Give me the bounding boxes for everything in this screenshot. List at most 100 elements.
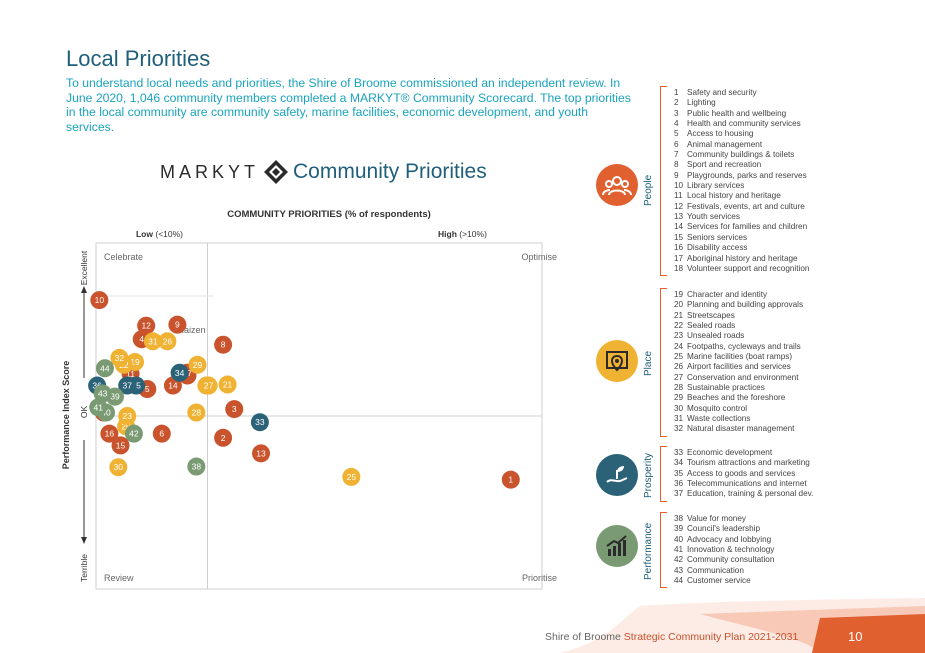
- legend-item: 4 Health and community services: [674, 119, 809, 129]
- legend-item-number: 1: [674, 88, 679, 97]
- legend-item: 13 Youth services: [674, 212, 809, 222]
- bubble-27: 27: [199, 376, 218, 395]
- legend-item: 1 Safety and security: [674, 88, 809, 98]
- legend-item-label: Natural disaster management: [687, 424, 795, 434]
- legend-item-label: Education, training & personal dev.: [687, 489, 814, 499]
- bubble-label: 12: [141, 321, 151, 331]
- bubble-28: 28: [187, 403, 206, 422]
- legend-item-number: 11: [674, 191, 683, 201]
- bubble-circle: [158, 332, 177, 351]
- legend-item-label: Safety and security: [687, 88, 757, 97]
- bubble-label: 34: [175, 368, 185, 378]
- legend-group-prosperity: 33 Economic development 34 Tourism attracti…: [674, 448, 813, 500]
- legend-item-number: 24: [674, 341, 684, 351]
- bubble-10: 10: [90, 291, 109, 310]
- bubble-label: 10: [95, 295, 105, 305]
- legend-item: 20 Planning and building approvals: [674, 300, 803, 310]
- x-axis-low-label: Low (<10%): [136, 229, 183, 239]
- bubble-label: 36: [92, 381, 102, 391]
- legend-item-label: Lighting: [687, 98, 716, 108]
- brand-subtitle: Community Priorities: [293, 160, 487, 183]
- bubble-label: 19: [130, 357, 140, 367]
- legend-item: 24 Footpaths, cycleways and trails: [674, 342, 803, 352]
- bubble-circle: [95, 359, 114, 378]
- bubble-circle: [143, 332, 162, 351]
- legend-item: 17 Aboriginal history and heritage: [674, 254, 809, 264]
- legend-item: 5 Access to housing: [674, 129, 809, 139]
- legend-item-number: 21: [674, 310, 684, 320]
- y-axis-title: Performance Index Score: [61, 361, 71, 470]
- legend-item: 33 Economic development: [674, 448, 813, 458]
- legend-item-label: Tourism attractions and marketing: [687, 458, 810, 468]
- legend-item-label: Customer service: [687, 576, 751, 586]
- bubble-circle: [137, 316, 156, 335]
- bubble-circle: [118, 376, 137, 395]
- bubble-circle: [170, 363, 189, 382]
- legend-group-place: 19 Character and identity 20 Planning and b…: [674, 290, 803, 435]
- legend-item-label: Beaches and the foreshore: [687, 393, 786, 403]
- bubble-circle: [214, 428, 233, 447]
- bubble-label: 29: [193, 360, 203, 370]
- category-label-performance: Performance: [643, 522, 654, 580]
- legend-item-label: Communication: [687, 565, 744, 575]
- legend-item-number: 44: [674, 576, 684, 586]
- legend-item: 21 Streetscapes: [674, 311, 803, 321]
- bubble-label: 3: [232, 404, 237, 414]
- legend-item-number: 12: [674, 201, 684, 211]
- legend-item-label: Sealed roads: [687, 321, 736, 331]
- legend-item-label: Aboriginal history and heritage: [687, 253, 798, 263]
- legend-item-label: Innovation & technology: [687, 545, 775, 555]
- bubble-layer: 1234567891011121314151617181920212223242…: [88, 291, 520, 489]
- legend-item: 11 Local history and heritage: [674, 191, 809, 201]
- bubble-label: 41: [93, 402, 103, 412]
- legend-item-number: 32: [674, 424, 684, 434]
- bubble-label: 23: [122, 411, 132, 421]
- bubble-circle: [187, 403, 206, 422]
- legend-item-number: 16: [674, 243, 684, 253]
- legend-item-label: Unsealed roads: [687, 331, 745, 341]
- legend-item: 26 Airport facilities and services: [674, 362, 803, 372]
- legend-item: 37 Education, training & personal dev.: [674, 489, 813, 499]
- legend-item-number: 10: [674, 181, 684, 191]
- y-axis-bottom-label: Terrible: [79, 554, 89, 582]
- bubble-label: 20: [121, 421, 131, 431]
- legend-item-label: Library services: [687, 181, 745, 191]
- bubble-label: 16: [105, 429, 115, 439]
- bubble-label: 8: [221, 340, 226, 350]
- legend-item-number: 35: [674, 468, 684, 478]
- bubble-label: 43: [98, 389, 108, 399]
- y-axis-top-label: Excellent: [79, 250, 89, 285]
- legend-item-number: 13: [674, 212, 684, 222]
- bubble-label: 37: [122, 381, 132, 391]
- legend-item-number: 3: [674, 108, 679, 118]
- bubble-16: 16: [100, 424, 119, 443]
- legend-item-number: 9: [674, 170, 679, 180]
- legend-item-number: 8: [674, 160, 679, 170]
- legend-item-label: Marine facilities (boat ramps): [687, 352, 793, 362]
- legend-item-number: 34: [674, 458, 684, 468]
- legend-item-label: Economic development: [687, 448, 773, 457]
- legend-group-performance: 38 Value for money 39 Council's leadership 4…: [674, 514, 774, 586]
- bubble-42: 42: [124, 424, 143, 443]
- bubble-label: 31: [148, 336, 158, 346]
- bubble-33: 33: [250, 413, 269, 432]
- place-icon: [596, 340, 638, 382]
- bubble-label: 14: [168, 381, 178, 391]
- prosperity-icon: [596, 454, 638, 496]
- bubble-circle: [218, 375, 237, 394]
- legend-item-number: 28: [674, 383, 684, 393]
- legend-item: 34 Tourism attractions and marketing: [674, 458, 813, 468]
- legend-item-label: Mosquito control: [687, 403, 748, 413]
- legend-item-number: 29: [674, 393, 684, 403]
- legend-item: 39 Council's leadership: [674, 524, 774, 534]
- bubble-label: 28: [192, 408, 202, 418]
- legend-item-number: 27: [674, 372, 684, 382]
- legend-item-number: 15: [674, 232, 684, 242]
- people-icon: [596, 164, 638, 206]
- bubble-circle: [152, 424, 171, 443]
- category-label-place: Place: [643, 350, 654, 376]
- bubble-label: 40: [101, 408, 111, 418]
- bubble-circle: [225, 400, 244, 419]
- bubble-circle: [342, 467, 361, 486]
- legend-item-label: Playgrounds, parks and reserves: [687, 170, 807, 180]
